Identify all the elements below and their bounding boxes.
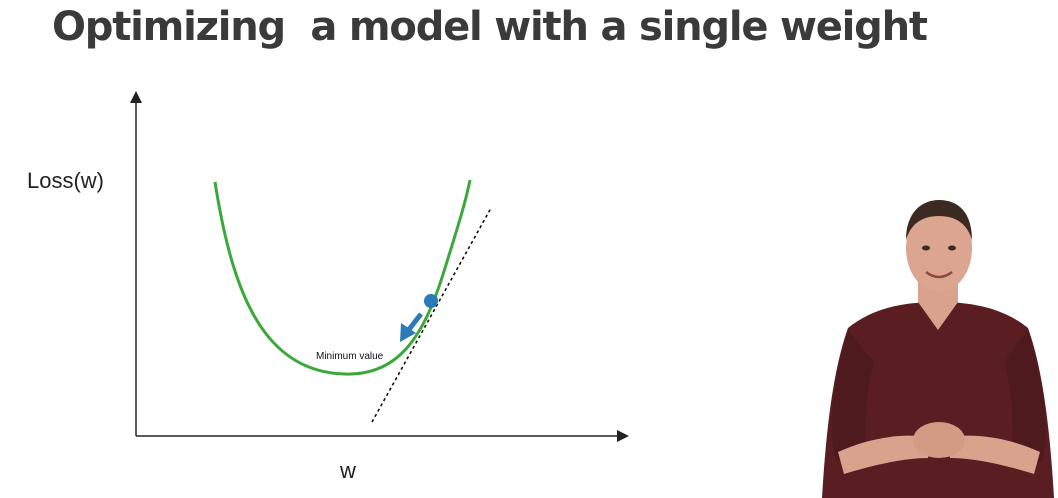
loss-curve — [213, 179, 472, 376]
presenter-video — [822, 200, 1054, 498]
tangent-line — [371, 207, 492, 423]
slide-title: Optimizing a model with a single weight — [52, 4, 928, 50]
minimum-value-annotation: Minimum value — [316, 351, 384, 362]
x-axis-label: w — [340, 458, 356, 483]
y-axis-label: Loss(w) — [27, 168, 105, 193]
weight-ball — [424, 294, 438, 308]
gradient-direction-arrow — [400, 312, 423, 342]
